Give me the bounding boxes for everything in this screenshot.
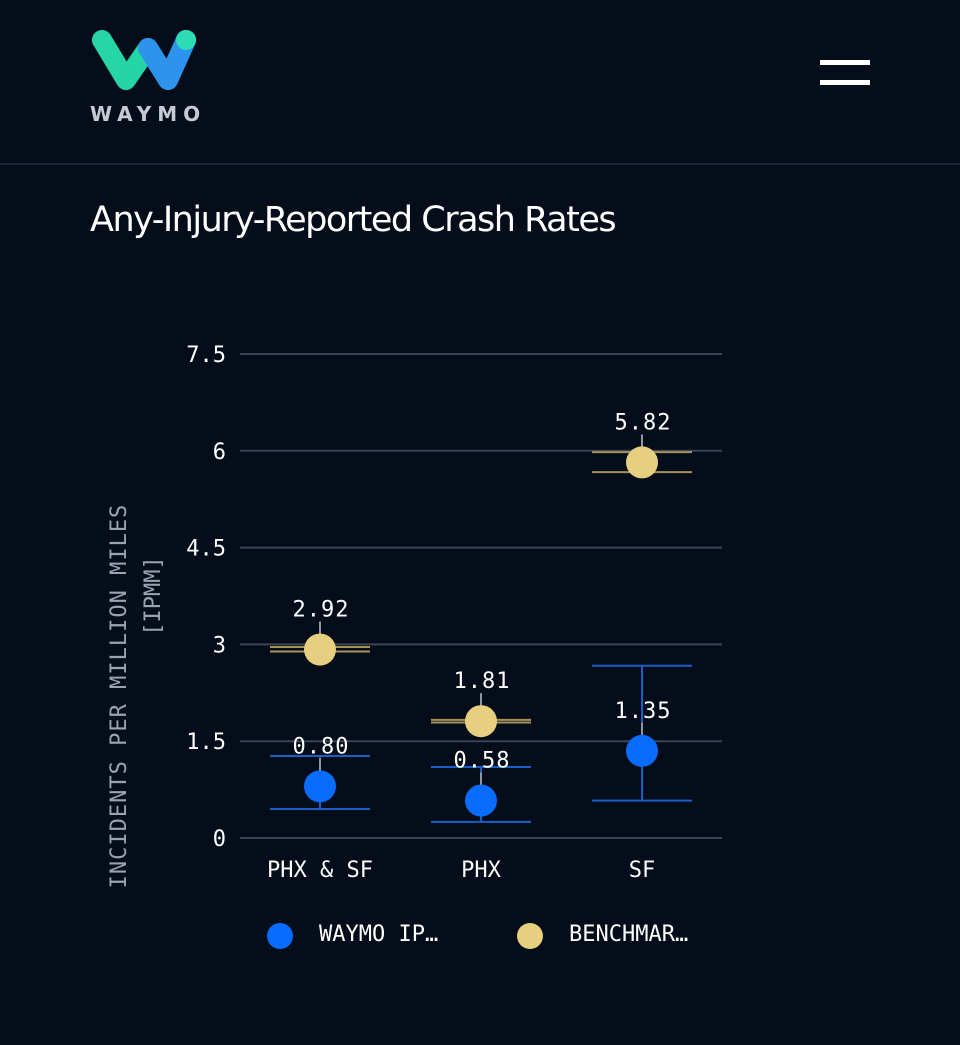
data-point-waymo [626, 734, 658, 767]
y-axis-label-unit: [IPMM] [141, 556, 166, 635]
legend-label-waymo: WAYMO IP… [319, 922, 439, 947]
data-label-benchmark: 1.81 [454, 669, 511, 694]
crash-rate-chart: 7.5 6 4.5 3 1.5 0 INCIDENTS PER MILLION MILES… [107, 343, 722, 889]
chart-legend: WAYMO IP… BENCHMAR… [0, 918, 960, 958]
data-label-waymo: 0.58 [454, 749, 511, 774]
data-label-benchmark: 5.82 [615, 410, 672, 435]
y-axis-label: INCIDENTS PER MILLION MILES [107, 504, 132, 889]
y-tick-label: 6 [213, 440, 226, 465]
y-tick-label: 0 [213, 827, 226, 852]
brand-wordmark: WAYMO [90, 102, 207, 126]
data-label-benchmark: 2.92 [293, 598, 350, 623]
y-tick-label: 1.5 [186, 730, 226, 755]
x-tick-label: SF [629, 858, 656, 883]
menu-bar-bottom [820, 80, 870, 85]
y-tick-labels: 7.5 6 4.5 3 1.5 0 [186, 343, 226, 852]
data-point-waymo [304, 770, 336, 803]
data-point-waymo [465, 784, 497, 817]
page-title: Any-Injury-Reported Crash Rates [90, 200, 617, 240]
legend-item-benchmark[interactable]: BENCHMAR… [517, 918, 737, 958]
series-marks: 0.80 0.58 1.35 2.92 1.81 5.82 [270, 410, 692, 823]
site-header: WAYMO [0, 0, 960, 165]
data-label-waymo: 1.35 [615, 699, 672, 724]
series-waymo: 0.80 0.58 1.35 [270, 664, 692, 823]
legend-swatch-waymo [267, 923, 293, 949]
hamburger-menu-icon[interactable] [812, 54, 878, 94]
x-tick-label: PHX & SF [267, 858, 373, 883]
data-point-benchmark [465, 705, 497, 738]
y-axis-label-group: INCIDENTS PER MILLION MILES [IPMM] [107, 504, 166, 889]
y-tick-label: 7.5 [186, 343, 226, 368]
x-tick-label: PHX [461, 858, 501, 883]
y-tick-label: 4.5 [186, 537, 226, 562]
data-point-benchmark [626, 446, 658, 479]
series-benchmark: 2.92 1.81 5.82 [270, 410, 692, 738]
waymo-logo[interactable] [88, 26, 202, 126]
menu-bar-top [820, 60, 870, 65]
data-label-waymo: 0.80 [293, 734, 350, 759]
legend-item-waymo[interactable]: WAYMO IP… [267, 918, 487, 958]
x-tick-labels: PHX & SF PHX SF [267, 858, 655, 883]
legend-swatch-benchmark [517, 923, 543, 949]
legend-label-benchmark: BENCHMAR… [569, 922, 689, 947]
waymo-w-logo-icon [92, 30, 196, 90]
y-tick-label: 3 [213, 633, 226, 658]
data-point-benchmark [304, 633, 336, 666]
